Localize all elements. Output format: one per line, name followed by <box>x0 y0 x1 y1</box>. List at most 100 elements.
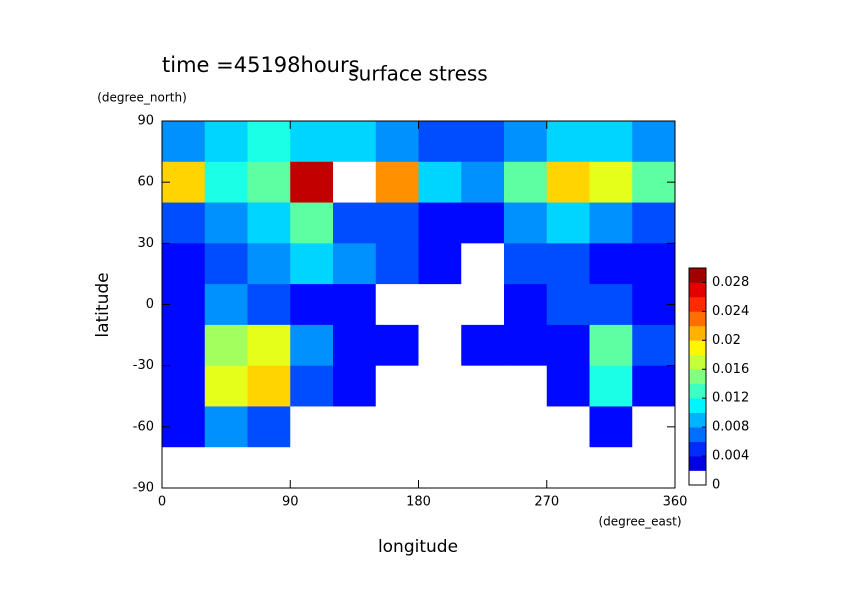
field-cell <box>333 447 377 489</box>
field-cell <box>333 284 377 326</box>
y-tick-label: 30 <box>137 236 154 251</box>
x-tick-label: 0 <box>158 495 166 510</box>
colorbar-segment <box>689 456 706 471</box>
field-cell <box>589 365 633 407</box>
field-cell <box>204 161 248 204</box>
field-cell <box>375 121 419 163</box>
x-tick-label: 270 <box>534 495 559 510</box>
field-cell <box>461 161 505 204</box>
field-cell <box>589 406 633 448</box>
y-tick-label: 60 <box>137 175 154 190</box>
field-cell <box>461 202 505 244</box>
field-cell <box>418 243 462 285</box>
field-cell <box>162 447 206 489</box>
field-cell <box>162 324 206 367</box>
field-cell <box>375 406 419 448</box>
field-cell <box>418 365 462 407</box>
field-cell <box>504 161 548 204</box>
field-cell <box>375 243 419 285</box>
colorbar-segment <box>689 470 706 486</box>
field-cell <box>461 365 505 407</box>
field-cell <box>247 324 291 367</box>
field-cell <box>247 121 291 163</box>
field-cell <box>418 161 462 204</box>
field-cell <box>546 447 590 489</box>
x-unit: (degree_east) <box>598 515 681 529</box>
x-tick-label: 90 <box>282 495 299 510</box>
colorbar-segment <box>689 427 706 442</box>
field-cell <box>290 202 334 244</box>
colorbar-tick-label: 0.028 <box>712 275 749 290</box>
field-cell <box>504 365 548 407</box>
colorbar-segment <box>689 412 706 428</box>
field-cell <box>504 121 548 163</box>
field-cell <box>375 284 419 326</box>
field-cell <box>333 324 377 367</box>
field-cell <box>546 161 590 204</box>
field-cell <box>546 324 590 367</box>
colorbar-tick-label: 0.024 <box>712 304 749 319</box>
y-axis-label: latitude <box>93 272 113 337</box>
colorbar-tick-label: 0.004 <box>712 449 749 464</box>
field-cell <box>461 243 505 285</box>
colorbar-segment <box>689 383 706 399</box>
field-cell <box>162 202 206 244</box>
field-cell <box>461 121 505 163</box>
field-cell <box>204 447 248 489</box>
chart-subtitle: time =45198hours <box>162 53 360 77</box>
colorbar-segment <box>689 354 706 370</box>
field-cell <box>204 324 248 367</box>
field-cell <box>546 365 590 407</box>
colorbar-tick-label: 0.012 <box>712 391 749 406</box>
field-cell <box>375 161 419 204</box>
field-cell <box>204 243 248 285</box>
colorbar-segment <box>689 268 706 283</box>
field-cell <box>204 284 248 326</box>
field-cell <box>247 365 291 407</box>
colorbar-tick-label: 0.02 <box>712 333 741 348</box>
field-cell <box>632 447 676 489</box>
field-cell <box>589 243 633 285</box>
field-cell <box>589 161 633 204</box>
field-cell <box>546 243 590 285</box>
field-cell <box>418 406 462 448</box>
field-cell <box>290 243 334 285</box>
field-cell <box>504 447 548 489</box>
field-cell <box>162 365 206 407</box>
field-cell <box>461 447 505 489</box>
colorbar-segment <box>689 282 706 298</box>
field-cell <box>589 324 633 367</box>
y-tick-label: 0 <box>146 297 154 312</box>
x-axis-label: longitude <box>378 537 458 557</box>
field-cell <box>333 161 377 204</box>
colorbar-segment <box>689 325 706 341</box>
field-cell <box>247 161 291 204</box>
field-cell <box>333 365 377 407</box>
field-cell <box>375 447 419 489</box>
field-cell <box>247 243 291 285</box>
field-cell <box>375 202 419 244</box>
field-cell <box>632 121 676 163</box>
field-cell <box>546 202 590 244</box>
colorbar-segment <box>689 369 706 385</box>
field-cell <box>632 243 676 285</box>
field-cell <box>247 284 291 326</box>
field-cell <box>418 447 462 489</box>
field-cell <box>290 365 334 407</box>
field-cell <box>504 284 548 326</box>
field-cell <box>418 324 462 367</box>
y-tick-label: -60 <box>133 419 154 434</box>
colorbar-tick-label: 0.016 <box>712 362 749 377</box>
field-cell <box>290 447 334 489</box>
field-cell <box>290 161 334 204</box>
field-cell <box>546 121 590 163</box>
x-tick-label: 180 <box>406 495 431 510</box>
y-unit: (degree_north) <box>97 91 187 105</box>
field-cell <box>162 121 206 163</box>
colorbar-segment <box>689 398 706 413</box>
field-cell <box>333 121 377 163</box>
field-cell <box>290 284 334 326</box>
field-cell <box>546 406 590 448</box>
field-cell <box>632 202 676 244</box>
